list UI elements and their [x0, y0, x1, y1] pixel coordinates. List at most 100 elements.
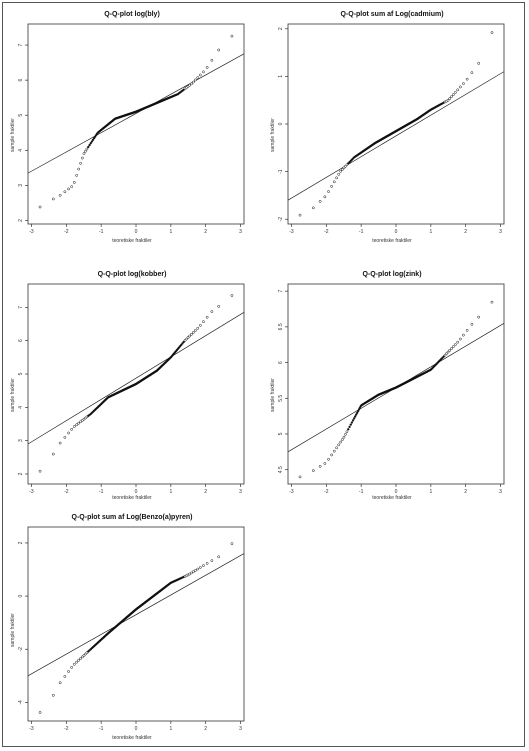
sample-point	[477, 62, 481, 65]
sample-point	[330, 184, 333, 188]
sample-point	[465, 77, 469, 81]
x-tick-label: -1	[99, 229, 104, 235]
sample-point	[451, 93, 455, 97]
y-tick-label: 2	[278, 27, 284, 30]
chart-title: Q-Q-plot log(zink)	[362, 271, 422, 278]
sample-point	[199, 73, 202, 77]
sample-point	[349, 423, 352, 426]
qq-plot-panel: Q-Q-plot log(zink) -3 -2 -1 0 1 2 3 4.5 5 5.5 6 6.5…	[266, 270, 518, 508]
sample-point	[352, 417, 356, 420]
sample-point	[63, 675, 67, 678]
sample-point	[342, 435, 346, 439]
sample-point	[347, 428, 350, 431]
x-tick-label: 2	[204, 726, 207, 732]
x-tick-label: -3	[29, 489, 34, 495]
sample-point	[67, 187, 70, 191]
x-tick-label: 3	[239, 726, 242, 732]
sample-point	[51, 693, 55, 697]
sample-point	[318, 200, 322, 203]
sample-point	[196, 326, 200, 330]
qq-plot-svg: -3 -2 -1 0 1 2 3 2 3 4 5 6 7	[18, 283, 245, 495]
sample-point	[72, 425, 76, 428]
qq-plot-panel: Q-Q-plot sum af Log(cadmium) -3 -2 -1 0 1 2 3-…	[266, 10, 518, 248]
sample-point	[462, 82, 465, 85]
plot-frame	[27, 23, 245, 225]
x-tick-label: 3	[499, 489, 502, 495]
sample-point	[459, 85, 462, 89]
y-tick-label: 3	[18, 184, 24, 187]
x-tick-label: -1	[99, 489, 104, 495]
chart-title: Q-Q-plot sum af Log(cadmium)	[340, 11, 444, 18]
sample-point	[230, 542, 234, 546]
x-tick-label: 3	[239, 489, 242, 495]
sample-point	[446, 98, 450, 102]
x-tick-label: -3	[289, 229, 294, 235]
sample-point	[323, 195, 327, 199]
x-tick-label: 0	[135, 229, 138, 235]
sample-point	[205, 66, 209, 69]
sample-point	[180, 343, 183, 347]
x-tick-label: -1	[359, 489, 364, 495]
sample-point	[181, 342, 184, 345]
sample-point	[194, 329, 197, 332]
sample-point	[490, 31, 494, 34]
y-tick-label: 7	[18, 306, 24, 309]
x-tick-label: 1	[169, 726, 172, 732]
sample-point	[190, 571, 193, 575]
sample-point	[67, 670, 70, 673]
sample-point	[339, 169, 342, 173]
sample-point	[217, 555, 221, 559]
sample-point	[355, 411, 359, 414]
sample-point	[63, 190, 67, 194]
x-axis-label: teoretiske fraktiler	[112, 495, 152, 501]
sample-point	[323, 462, 327, 465]
x-tick-label: -3	[29, 229, 34, 235]
sample-point	[199, 566, 202, 569]
sample-point	[459, 337, 462, 341]
sample-point	[199, 324, 202, 327]
sample-point	[77, 421, 81, 425]
sample-point	[327, 190, 330, 193]
sample-point	[90, 140, 94, 143]
sample-point	[330, 453, 333, 457]
reference-line	[27, 553, 245, 677]
x-tick-label: -2	[324, 489, 329, 495]
sample-point	[456, 340, 460, 344]
sample-point	[217, 304, 221, 308]
qq-plot-panel: Q-Q-plot log(bly) -3 -2 -1 0 1 2 3 2 3 4 5 6 7 teore…	[6, 10, 258, 248]
sample-point	[205, 315, 209, 319]
sample-point	[345, 430, 349, 434]
sample-point	[70, 666, 73, 669]
sample-point	[454, 343, 457, 346]
sample-point	[194, 569, 197, 572]
sample-point	[345, 163, 349, 167]
sample-point	[84, 149, 87, 153]
sample-point	[67, 431, 70, 435]
sample-point	[210, 559, 214, 563]
sample-point	[470, 322, 474, 326]
x-tick-label: 1	[429, 489, 432, 495]
sample-point	[202, 320, 205, 324]
x-tick-label: -2	[64, 229, 69, 235]
y-tick-label: 4	[18, 406, 24, 409]
y-tick-label: 7	[18, 43, 24, 46]
sample-point	[79, 420, 82, 424]
sample-point	[75, 423, 78, 427]
qq-plot-svg: -3 -2 -1 0 1 2 3 4.5 5 5.5 6 6.5 7	[278, 283, 505, 495]
sample-point	[335, 446, 338, 450]
sample-point	[77, 167, 81, 171]
sample-point	[340, 168, 344, 171]
x-tick-label: 0	[395, 489, 398, 495]
plot-frame	[287, 283, 505, 485]
sample-point	[450, 95, 453, 99]
sample-point	[337, 443, 341, 447]
x-tick-label: -1	[99, 726, 104, 732]
x-tick-label: -3	[289, 489, 294, 495]
reference-line	[27, 312, 245, 445]
sample-point	[70, 185, 73, 188]
y-tick-label: 0	[18, 594, 24, 597]
x-tick-label: 2	[464, 229, 467, 235]
sample-point	[327, 457, 330, 461]
sample-point	[70, 427, 73, 431]
chart-title: Q-Q-plot sum af Log(Benzo(a)pyren)	[71, 514, 193, 521]
